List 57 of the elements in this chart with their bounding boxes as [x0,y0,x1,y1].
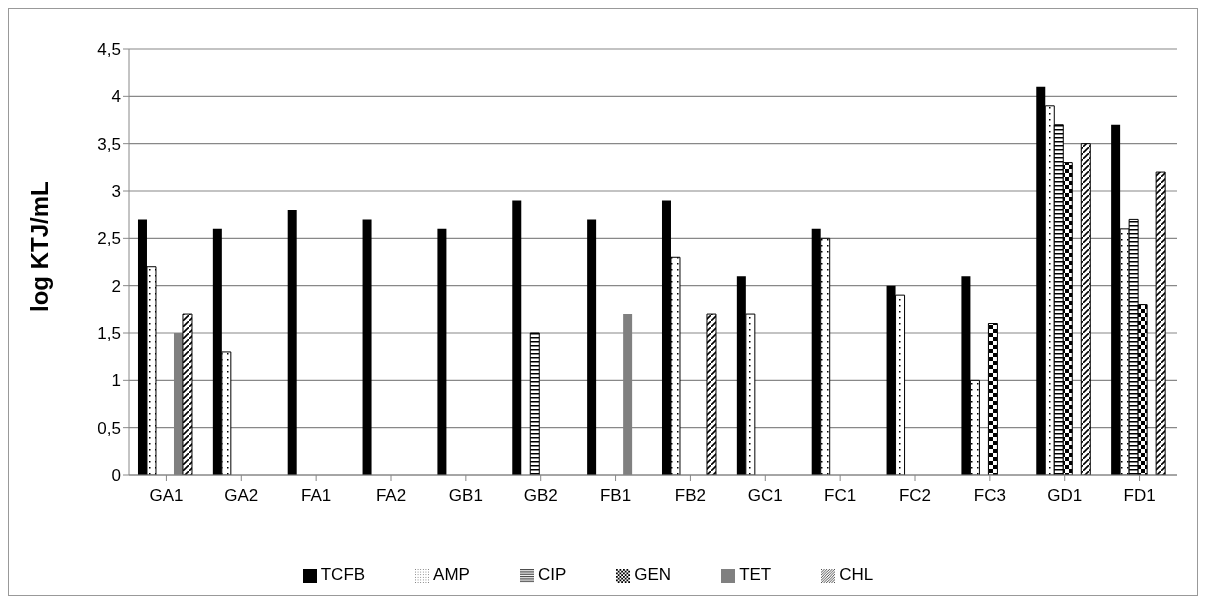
bar [1080,143,1091,475]
bar [987,323,998,475]
bar [287,209,297,475]
x-tick-label: FC1 [824,486,857,506]
x-tick-label: GA1 [149,486,184,506]
bar [1036,86,1046,475]
y-tick-label: 4 [111,87,121,107]
x-tick-label: GB2 [523,486,558,506]
y-axis-title: log KTJ/mL [25,181,53,312]
bar [661,200,671,475]
legend-label: TCFB [320,565,366,584]
bar [362,219,372,475]
bar [1155,171,1166,475]
y-tick-label: 4,5 [97,40,121,60]
legend-label: AMP [433,565,470,584]
bar [623,314,633,475]
bar [221,351,232,475]
bar [1111,124,1121,475]
x-tick-label: FD1 [1123,486,1156,506]
bar [212,228,222,475]
bar [182,313,193,475]
y-tick-label: 0 [111,466,121,486]
bar [146,266,157,475]
bar [137,219,147,475]
legend-label: GEN [634,565,672,584]
bar [512,200,522,475]
bar [961,276,971,475]
x-tick-label: FC2 [898,486,932,506]
x-tick-label: FB2 [674,486,707,506]
x-tick-label: GD1 [1047,486,1083,506]
legend-label: CHL [839,565,874,584]
bar [437,228,447,475]
bar [820,237,831,475]
x-tick-label: FA2 [375,486,407,506]
legend-label: TET [739,565,772,584]
y-tick-label: 0,5 [97,418,121,438]
x-tick-label: FB1 [599,486,632,506]
bar [706,313,717,475]
bar [736,276,746,475]
bar [587,219,597,475]
x-tick-label: FA1 [301,486,332,506]
bar [895,294,906,475]
y-tick-label: 1 [111,371,121,391]
legend-label: CIP [537,565,567,584]
y-tick-label: 3,5 [97,134,121,154]
bar [745,313,756,475]
y-tick-label: 1,5 [97,324,121,344]
bar [529,332,540,475]
x-tick-label: GA2 [224,486,259,506]
bar [670,256,681,475]
y-tick-label: 2 [111,276,121,296]
x-tick-label: GB1 [448,486,483,506]
x-tick-label: FC3 [973,486,1006,506]
y-tick-label: 2,5 [97,229,121,249]
y-tick-label: 3 [111,182,121,202]
bar [969,379,980,475]
x-tick-label: GC1 [747,486,783,506]
